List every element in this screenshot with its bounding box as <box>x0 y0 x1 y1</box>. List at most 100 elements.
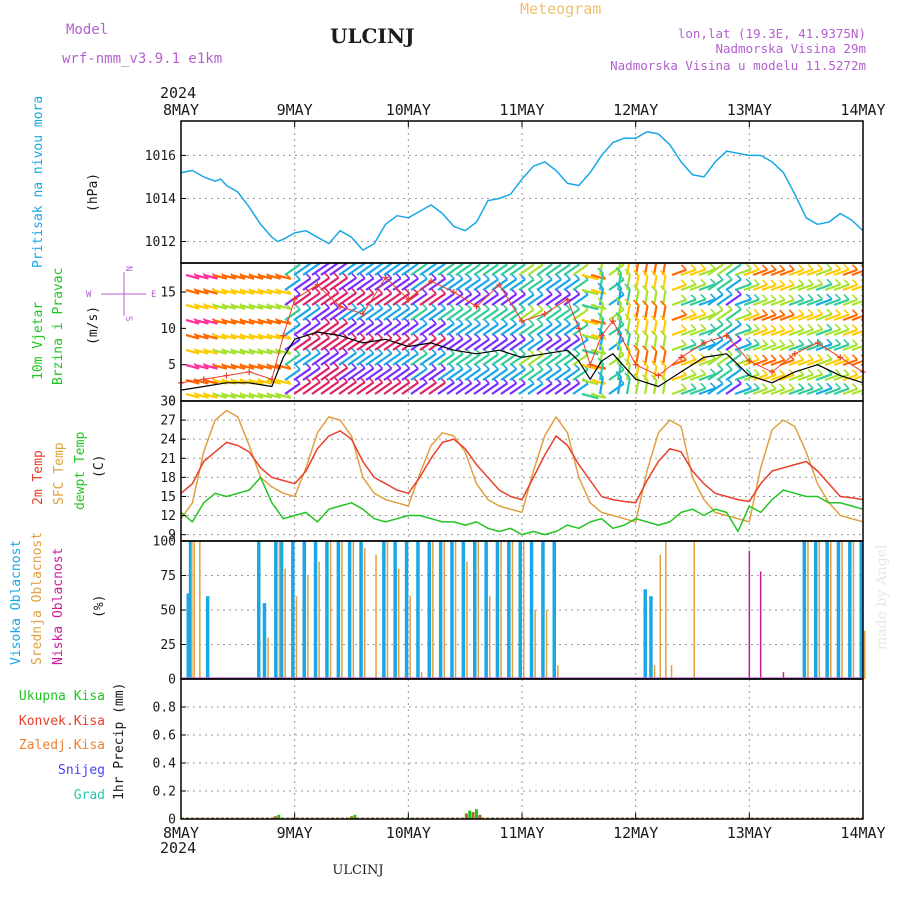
wind-barb <box>652 335 658 351</box>
wind-barb <box>761 283 777 292</box>
wind-barb-flag <box>350 287 357 294</box>
mid-cloud-bar <box>653 665 656 679</box>
wind-barb-flag <box>412 363 419 370</box>
wind-barb-flag <box>597 327 604 334</box>
wind-barb-flag <box>690 263 697 271</box>
wind-barb-flag <box>860 264 863 268</box>
mid-cloud-bar <box>409 596 411 679</box>
wind-barb <box>770 387 786 396</box>
wind-barb <box>320 336 340 351</box>
wind-barb <box>734 387 752 396</box>
wind-barb-flag <box>650 285 658 292</box>
wind-barb-flag <box>726 288 733 296</box>
wind-barb <box>698 267 716 277</box>
wind-barb <box>652 320 658 336</box>
wind-barb-flag <box>761 354 768 361</box>
wind-barb <box>743 298 760 307</box>
wind-barb-flag <box>615 311 622 319</box>
wind-barb-flag <box>843 353 850 361</box>
wind-barb <box>527 338 544 351</box>
wind-barb <box>527 293 544 306</box>
wind-barb-flag <box>412 288 419 295</box>
wind-barb <box>248 303 264 310</box>
wind-barb <box>284 368 301 381</box>
wind-barb <box>698 357 716 367</box>
cloud-unit: (%) <box>92 595 107 618</box>
wind-barb-flag <box>717 289 724 296</box>
wind-barb <box>761 373 777 382</box>
wind-barb <box>806 328 823 337</box>
wind-barb <box>500 263 518 276</box>
wind-barb <box>518 382 535 395</box>
wind-barb <box>284 308 301 321</box>
wind-barb <box>491 338 509 351</box>
wind-barb-flag <box>870 310 875 315</box>
gust-point-marker <box>450 289 457 296</box>
wind-barb-flag <box>386 347 393 354</box>
temp-label-1: 2m Temp <box>31 450 46 505</box>
wind-barb-flag <box>359 347 366 354</box>
wind-barb <box>671 358 687 367</box>
wind-barb-flag <box>483 303 490 310</box>
wind-barb <box>842 268 858 277</box>
wind-barb-flag <box>745 308 752 315</box>
wind-barb <box>500 338 518 351</box>
wind-barb <box>734 268 752 277</box>
wind-barb <box>194 363 209 370</box>
mid-cloud-bar <box>818 541 821 679</box>
y-tick-label: 30 <box>160 395 176 410</box>
mid-cloud-bar <box>693 541 695 679</box>
wind-barb <box>590 333 606 340</box>
wind-barb <box>473 278 490 291</box>
wind-barb-flag <box>403 287 411 294</box>
wind-barb <box>770 373 786 382</box>
wind-barb <box>464 278 481 291</box>
wind-barb <box>455 308 473 321</box>
wind-barb <box>581 273 599 281</box>
wind-barb-flag <box>834 278 842 285</box>
wind-barb-flag <box>779 279 786 286</box>
wind-barb-flag <box>650 345 658 352</box>
wind-barb-flag <box>368 332 375 339</box>
wind-barb-flag <box>709 338 717 345</box>
wind-barb-flag <box>816 338 824 345</box>
wind-barb <box>257 273 273 280</box>
wind-barb-flag <box>624 268 631 275</box>
high-cloud-bar <box>507 541 511 679</box>
wind-barb <box>428 263 446 276</box>
wind-barb <box>734 343 752 352</box>
wind-barb-flag <box>834 263 842 270</box>
wind-barb-flag <box>421 333 428 340</box>
wind-barb <box>311 336 331 351</box>
wind-barb-flag <box>633 299 640 306</box>
wind-barb <box>518 263 535 276</box>
wind-barb-flag <box>700 323 707 330</box>
wind-barb <box>491 353 509 366</box>
wind-barb <box>437 352 455 366</box>
wind-barb <box>671 373 687 382</box>
wind-barb <box>266 363 281 370</box>
wind-barb <box>365 322 384 336</box>
wind-barb <box>383 367 402 381</box>
wind-barb <box>437 367 455 381</box>
wind-barb <box>806 283 823 292</box>
wind-barb <box>293 381 312 395</box>
wind-barb <box>824 328 841 337</box>
wind-barb-flag <box>457 273 464 280</box>
wind-barb-flag <box>680 294 687 301</box>
wind-barb-flag <box>305 317 312 324</box>
wind-barb-flag <box>753 293 760 301</box>
wind-barb <box>500 353 518 366</box>
wind-barb-flag <box>807 353 814 361</box>
wind-barb-flag <box>359 317 366 324</box>
wind-barb <box>329 276 349 291</box>
wind-barb <box>464 308 481 321</box>
high-cloud-bar <box>404 541 409 679</box>
wind-barb-flag <box>355 263 357 264</box>
wind-barb <box>248 288 264 295</box>
wind-barb-flag <box>386 272 393 279</box>
wind-barb-flag <box>851 383 859 390</box>
high-cloud-bar <box>188 541 193 679</box>
high-cloud-bar <box>825 541 829 679</box>
wind-barb <box>482 323 499 336</box>
